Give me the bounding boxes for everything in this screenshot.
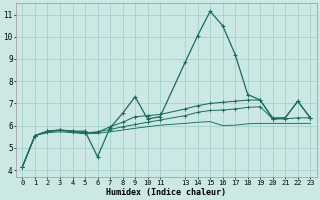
X-axis label: Humidex (Indice chaleur): Humidex (Indice chaleur)	[106, 188, 226, 197]
